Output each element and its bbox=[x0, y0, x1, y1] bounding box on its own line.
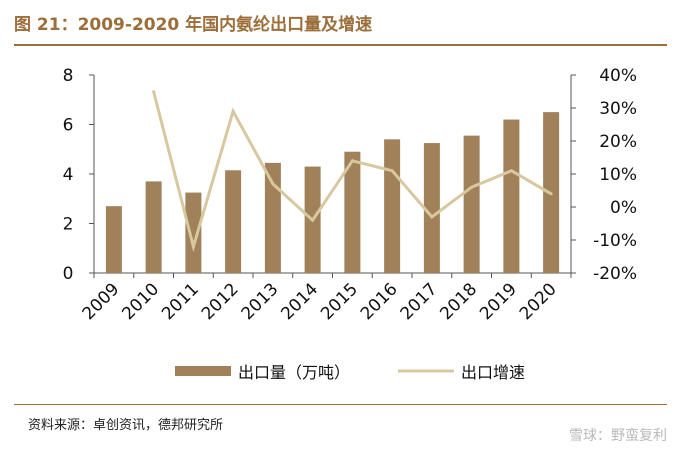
right-tick-label: 30% bbox=[599, 99, 637, 119]
left-tick-label: 4 bbox=[63, 165, 74, 185]
x-tick-label: 2010 bbox=[118, 279, 163, 324]
x-tick-label: 2012 bbox=[198, 279, 243, 324]
legend: 出口量（万吨） 出口增速 bbox=[175, 363, 525, 382]
growth-point-2014 bbox=[311, 218, 315, 222]
x-tick-label: 2015 bbox=[317, 279, 362, 324]
x-tick-label: 2013 bbox=[238, 279, 283, 324]
growth-point-2010 bbox=[152, 90, 156, 93]
bar-2013 bbox=[264, 162, 281, 273]
right-tick-label: 0% bbox=[610, 198, 637, 218]
growth-point-2020 bbox=[549, 192, 553, 196]
chart-area: 02468-20%-10%0%10%20%30%40%2009201020112… bbox=[63, 66, 637, 382]
axes bbox=[89, 74, 576, 278]
bar-series bbox=[105, 112, 560, 273]
x-tick-label: 2018 bbox=[436, 279, 481, 324]
bar-2017 bbox=[423, 143, 440, 273]
x-tick-label: 2017 bbox=[397, 279, 442, 324]
growth-point-2013 bbox=[271, 182, 275, 186]
right-tick-label: 20% bbox=[599, 132, 637, 152]
left-tick-label: 0 bbox=[63, 264, 74, 284]
bar-2016 bbox=[384, 139, 401, 273]
source-note: 资料来源：卓创资讯，德邦研究所 bbox=[28, 418, 224, 433]
growth-point-2015 bbox=[350, 159, 354, 163]
bar-2012 bbox=[225, 170, 242, 273]
bar-2009 bbox=[105, 206, 122, 273]
x-tick-label: 2016 bbox=[357, 279, 402, 324]
watermark: 雪球：野蛮复利 bbox=[569, 428, 667, 444]
legend-line-label: 出口增速 bbox=[461, 363, 525, 382]
left-tick-label: 2 bbox=[63, 215, 74, 235]
line-series bbox=[152, 90, 553, 253]
x-tick-label: 2011 bbox=[158, 279, 203, 324]
bar-2019 bbox=[503, 119, 520, 273]
right-tick-label: 40% bbox=[599, 66, 637, 86]
bar-2018 bbox=[463, 135, 480, 273]
growth-point-2016 bbox=[390, 169, 394, 173]
legend-bar-label: 出口量（万吨） bbox=[238, 363, 350, 382]
x-tick-label: 2020 bbox=[516, 279, 561, 324]
chart-title: 图 21：2009-2020 年国内氨纶出口量及增速 bbox=[14, 15, 373, 35]
x-tick-label: 2009 bbox=[79, 279, 124, 324]
bar-2010 bbox=[145, 181, 162, 273]
bar-2011 bbox=[185, 192, 202, 273]
growth-point-2012 bbox=[231, 109, 235, 113]
bar-2015 bbox=[344, 151, 361, 273]
growth-point-2017 bbox=[430, 215, 434, 219]
growth-point-2011 bbox=[191, 245, 195, 249]
growth-point-2019 bbox=[509, 169, 513, 173]
title-divider bbox=[14, 44, 667, 46]
right-tick-label: -10% bbox=[593, 231, 637, 251]
growth-point-2018 bbox=[470, 185, 474, 189]
left-tick-label: 8 bbox=[63, 66, 74, 86]
x-tick-label: 2014 bbox=[277, 279, 322, 324]
right-tick-label: -20% bbox=[593, 264, 637, 284]
x-tick-label: 2019 bbox=[476, 279, 521, 324]
right-tick-label: 10% bbox=[599, 165, 637, 185]
legend-bar-swatch bbox=[175, 366, 231, 376]
source-divider bbox=[14, 404, 667, 405]
left-tick-label: 6 bbox=[63, 116, 74, 136]
